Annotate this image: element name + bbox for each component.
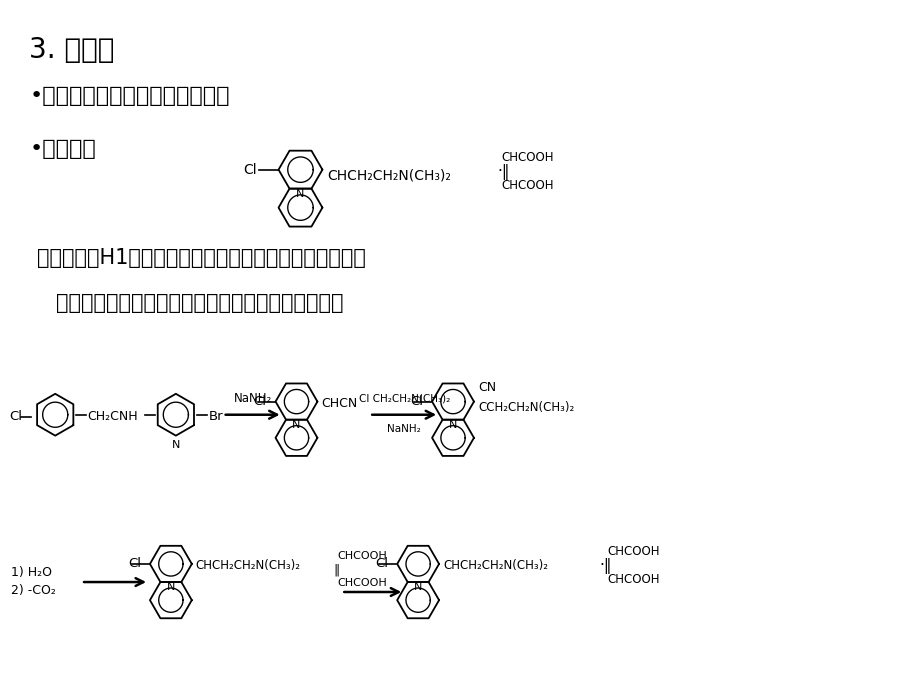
Text: NaNH₂: NaNH₂ xyxy=(233,393,271,405)
Text: Cl CH₂CH₂N(CH₃)₂: Cl CH₂CH₂N(CH₃)₂ xyxy=(358,394,449,404)
Text: CHCOOH: CHCOOH xyxy=(607,573,659,586)
Text: ·‖: ·‖ xyxy=(599,558,611,574)
Text: CHCH₂CH₂N(CH₃)₂: CHCH₂CH₂N(CH₃)₂ xyxy=(327,168,451,183)
Text: N: N xyxy=(448,420,457,430)
Text: CHCH₂CH₂N(CH₃)₂: CHCH₂CH₂N(CH₃)₂ xyxy=(196,560,301,573)
Text: 3. 丙胺类: 3. 丙胺类 xyxy=(29,37,115,64)
Text: Cl: Cl xyxy=(375,558,388,571)
Text: CHCOOH: CHCOOH xyxy=(502,151,554,164)
Text: ‖: ‖ xyxy=(333,564,339,577)
Text: N: N xyxy=(292,420,301,430)
Text: N: N xyxy=(172,440,180,450)
Text: ·‖: ·‖ xyxy=(496,164,509,179)
Text: 由于易致中枢兴奋，可诱发癫痫，故癫痫病人禁用。: 由于易致中枢兴奋，可诱发癫痫，故癫痫病人禁用。 xyxy=(56,293,344,313)
Text: Cl: Cl xyxy=(254,395,267,408)
Text: CHCOOH: CHCOOH xyxy=(502,179,554,192)
Text: Cl: Cl xyxy=(128,558,141,571)
Text: CN: CN xyxy=(478,381,495,394)
Text: Cl: Cl xyxy=(9,411,22,423)
Text: Cl: Cl xyxy=(410,395,423,408)
Text: •苯那敏、氯苯那敏和溴苯那敏。: •苯那敏、氯苯那敏和溴苯那敏。 xyxy=(29,86,230,106)
Text: CHCOOH: CHCOOH xyxy=(337,578,387,588)
Text: N: N xyxy=(414,582,422,592)
Text: CHCH₂CH₂N(CH₃)₂: CHCH₂CH₂N(CH₃)₂ xyxy=(443,560,548,573)
Text: 本品对组胺H1受体的竞争性阻断作用较强，且作用持久。: 本品对组胺H1受体的竞争性阻断作用较强，且作用持久。 xyxy=(38,248,366,268)
Text: •扑尔敏：: •扑尔敏： xyxy=(29,139,96,159)
Text: CHCOOH: CHCOOH xyxy=(337,551,387,561)
Text: Cl: Cl xyxy=(243,163,256,177)
Text: CH₂CNH: CH₂CNH xyxy=(87,411,138,423)
Text: NaNH₂: NaNH₂ xyxy=(387,424,421,433)
Text: CCH₂CH₂N(CH₃)₂: CCH₂CH₂N(CH₃)₂ xyxy=(478,401,573,414)
Text: Br: Br xyxy=(209,411,223,423)
Text: CHCN: CHCN xyxy=(321,397,357,410)
Text: N: N xyxy=(166,582,175,592)
Text: 1) H₂O: 1) H₂O xyxy=(11,566,52,579)
Text: N: N xyxy=(296,188,304,199)
Text: 2) -CO₂: 2) -CO₂ xyxy=(11,584,56,597)
Text: CHCOOH: CHCOOH xyxy=(607,546,659,558)
